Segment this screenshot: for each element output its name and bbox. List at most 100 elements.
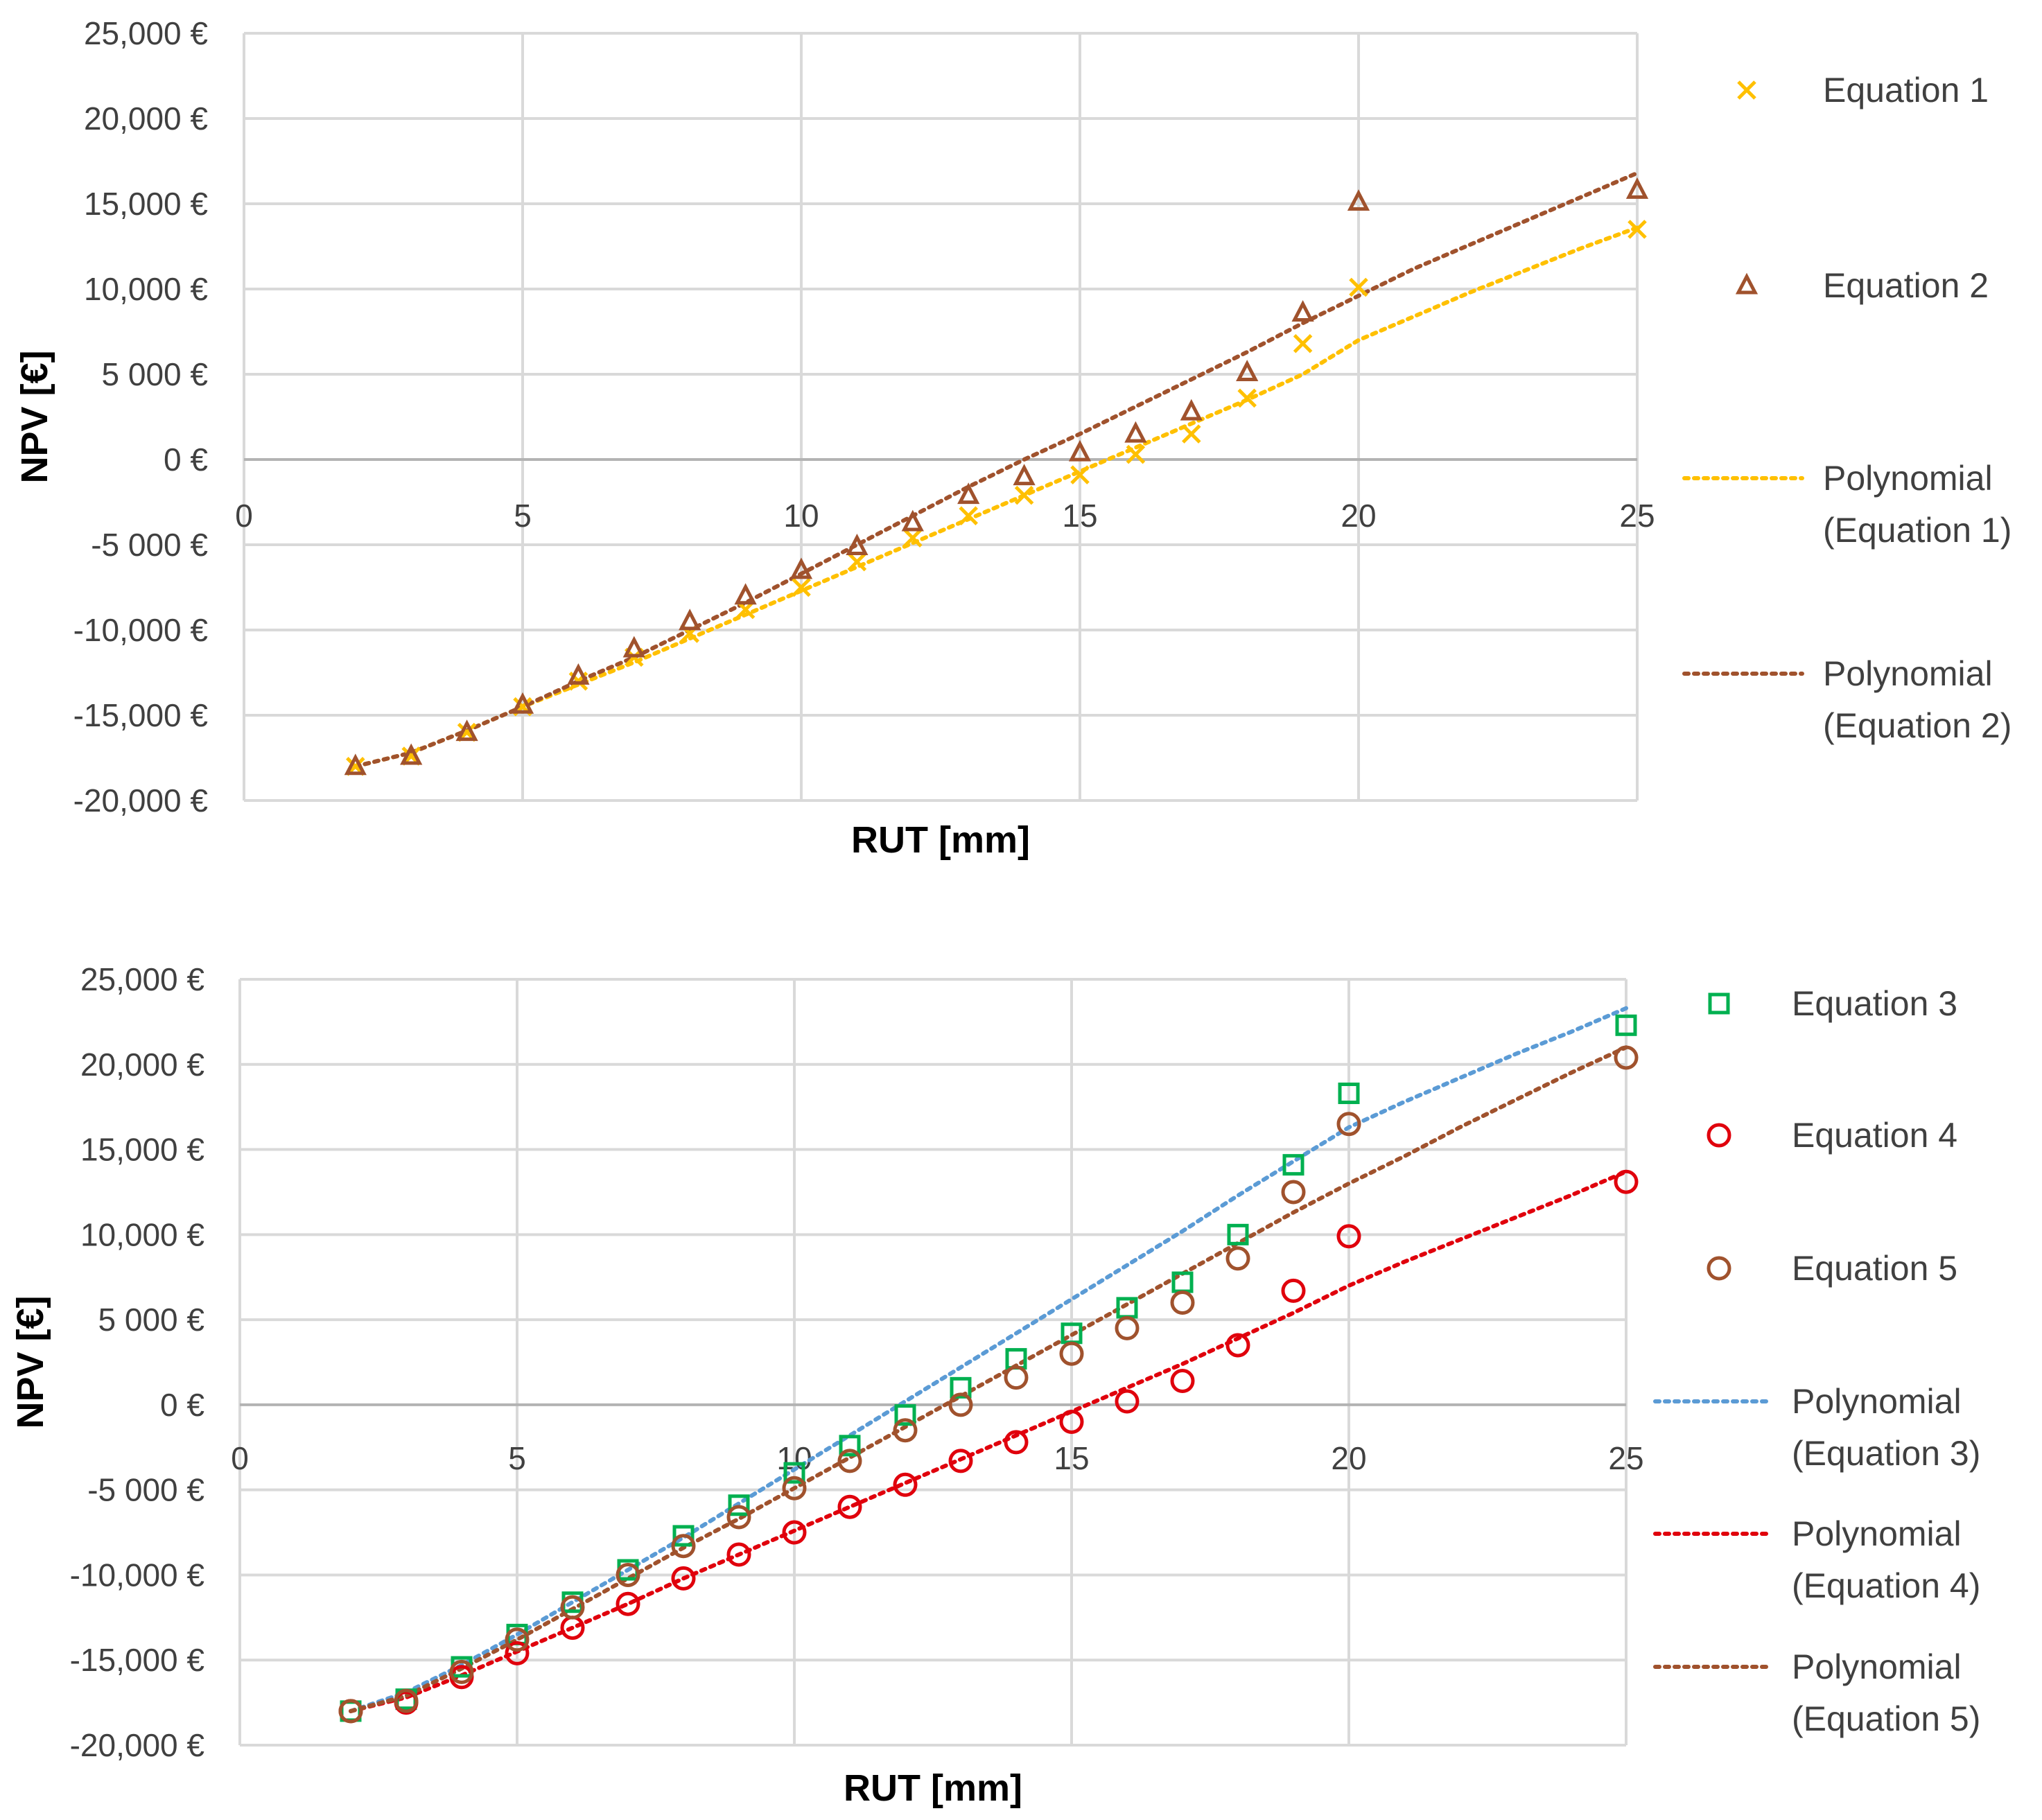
data-point	[903, 528, 923, 548]
data-point	[1291, 300, 1314, 322]
data-point	[671, 1534, 696, 1559]
data-point	[672, 1525, 695, 1547]
data-point	[846, 534, 869, 555]
data-point	[1628, 220, 1647, 239]
data-point	[1227, 1223, 1249, 1245]
data-point	[1124, 421, 1147, 443]
x-tick-label: 20	[1341, 498, 1376, 534]
legend-marker	[1707, 1123, 1731, 1148]
trendline-2	[349, 1169, 1628, 1713]
data-point	[837, 1449, 862, 1473]
data-point	[1115, 1389, 1140, 1414]
legend-label: Equation 5	[1792, 1249, 1957, 1288]
data-point	[1059, 1341, 1084, 1366]
legend-label: Equation 3	[1792, 984, 1957, 1023]
trendline-2	[353, 170, 1639, 769]
y-tick-label: 25,000 €	[84, 15, 208, 51]
y-tick-label: 25,000 €	[80, 961, 204, 997]
data-point	[1014, 485, 1034, 505]
y-axis-title: NPV [€]	[10, 1295, 51, 1428]
y-tick-label: -10,000 €	[73, 612, 208, 648]
y-tick-label: 0 €	[160, 1387, 204, 1423]
data-point	[1336, 1112, 1361, 1137]
data-point	[726, 1505, 751, 1530]
data-point	[847, 552, 867, 572]
chart-bottom: 25,000 € 20,000 € 15,000 € 10,000 € 5 000 € 0…	[10, 961, 1980, 1809]
data-point	[1170, 1369, 1195, 1394]
legend-label: Polynomial	[1792, 1382, 1962, 1421]
data-point	[1180, 399, 1203, 421]
legend-label: (Equation 4)	[1792, 1566, 1980, 1605]
data-point	[959, 506, 978, 525]
data-point	[671, 1566, 696, 1591]
legend: Equation 1 Equation 2 Polynomial (Equation …	[1682, 71, 2012, 745]
x-tick-label: 5	[514, 498, 532, 534]
legend-label: Polynomial	[1792, 1514, 1962, 1553]
data-point	[1281, 1180, 1306, 1205]
legend-label: Polynomial	[1792, 1647, 1962, 1686]
legend-label: Equation 4	[1792, 1116, 1957, 1155]
data-point	[394, 1688, 419, 1713]
data-point	[455, 719, 478, 742]
data-point	[789, 557, 813, 579]
data-point	[957, 482, 980, 505]
y-tick-label: -20,000 €	[70, 1727, 204, 1763]
y-tick-label: -5 000 €	[91, 527, 208, 563]
data-point	[1282, 1154, 1304, 1176]
data-point	[560, 1595, 585, 1620]
legend-label: (Equation 2)	[1823, 706, 2012, 745]
y-tick-label: 20,000 €	[84, 100, 208, 137]
series-equation-5	[338, 1045, 1639, 1724]
data-point	[1349, 277, 1368, 297]
y-axis-tick-labels: 25,000 € 20,000 € 15,000 € 10,000 € 5 000 € 0…	[70, 961, 204, 1763]
legend-label: (Equation 1)	[1823, 511, 2012, 550]
data-point	[1614, 1045, 1639, 1070]
data-point	[1115, 1315, 1140, 1340]
data-point	[1338, 1083, 1360, 1105]
chart-top: 25,000 € 20,000 € 15,000 € 10,000 € 5 000 € 0…	[14, 15, 2012, 861]
data-point	[1615, 1014, 1637, 1036]
data-point	[893, 1472, 918, 1497]
legend-marker	[1737, 80, 1756, 100]
data-point	[1225, 1246, 1250, 1271]
x-axis-tick-labels: 0 5 10 15 20 25	[235, 498, 1655, 534]
y-tick-label: -15,000 €	[73, 697, 208, 733]
data-point	[783, 1462, 805, 1484]
y-tick-label: 10,000 €	[84, 271, 208, 307]
data-point	[505, 1640, 530, 1665]
data-point	[950, 1376, 972, 1399]
y-tick-label: -10,000 €	[70, 1557, 204, 1593]
data-point	[1070, 465, 1090, 484]
data-point	[1182, 424, 1201, 444]
trendline-3	[349, 1045, 1628, 1713]
data-point	[1059, 1409, 1084, 1434]
data-point	[449, 1659, 474, 1684]
data-point	[948, 1392, 973, 1417]
series-equation-3	[340, 1014, 1637, 1722]
y-tick-label: -15,000 €	[70, 1642, 204, 1678]
legend: Equation 3 Equation 4 Equation 5 Polynomial…	[1653, 984, 1980, 1738]
data-point	[1004, 1430, 1029, 1455]
data-point	[837, 1494, 862, 1519]
data-point	[1013, 464, 1036, 486]
data-point	[1281, 1278, 1306, 1303]
y-tick-label: 5 000 €	[98, 1302, 204, 1338]
data-point	[839, 1435, 861, 1457]
data-point	[400, 743, 423, 765]
x-tick-label: 5	[508, 1440, 526, 1476]
data-point	[511, 692, 534, 714]
data-point	[734, 583, 757, 605]
data-point	[338, 1699, 363, 1724]
y-axis-tick-labels: 25,000 € 20,000 € 15,000 € 10,000 € 5 000 € 0…	[73, 15, 208, 819]
data-point	[893, 1418, 918, 1443]
data-point	[1625, 177, 1649, 199]
y-axis-title: NPV [€]	[14, 350, 55, 483]
y-tick-label: 15,000 €	[80, 1132, 204, 1168]
x-tick-label: 25	[1619, 498, 1655, 534]
x-axis-title: RUT [mm]	[851, 819, 1030, 861]
legend-marker	[1707, 1256, 1731, 1281]
data-point	[1336, 1224, 1361, 1249]
data-point	[1293, 333, 1313, 353]
legend-label: Equation 1	[1823, 71, 1989, 110]
trendline-1	[353, 225, 1639, 769]
